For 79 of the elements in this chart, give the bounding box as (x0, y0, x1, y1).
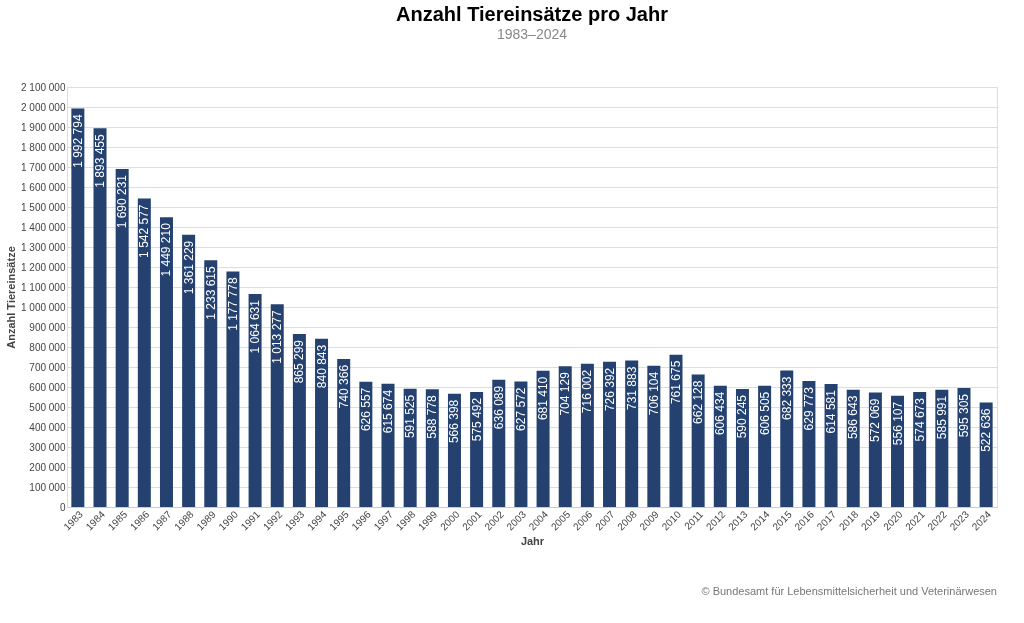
data-label: 662 128 (691, 380, 706, 424)
y-tick-label: 1 100 000 (21, 281, 66, 293)
data-label: 1 449 210 (159, 222, 174, 277)
data-label: 636 089 (491, 385, 506, 430)
chart-title: Anzahl Tiereinsätze pro Jahr (396, 3, 669, 25)
bar (248, 294, 262, 507)
data-label: 522 636 (979, 408, 994, 452)
y-tick-label: 1 600 000 (21, 181, 66, 193)
text: © Bundesamt für Lebensmittelsicherheit und Veterinärwesen (701, 585, 997, 597)
data-label: 566 398 (447, 399, 462, 444)
data-label: 682 333 (779, 376, 794, 420)
bar (182, 234, 196, 507)
y-tick-label: 200 000 (29, 461, 66, 473)
y-axis-title: Anzahl Tiereinsätze (5, 246, 18, 349)
bar (159, 217, 173, 507)
data-label: 1 013 277 (270, 310, 285, 364)
data-label: 591 525 (403, 394, 418, 439)
y-tick-label: 800 000 (29, 341, 66, 353)
data-label: 627 572 (513, 387, 528, 431)
data-label: 1 690 231 (115, 174, 130, 229)
y-tick-label: 1 000 000 (21, 301, 66, 313)
y-tick-label: 1 400 000 (21, 221, 66, 233)
y-tick-label: 2 100 000 (21, 81, 66, 93)
data-label: 1 361 229 (181, 240, 196, 295)
data-label: 731 883 (624, 366, 639, 411)
data-label: 716 002 (580, 369, 595, 414)
data-label: 726 392 (602, 367, 617, 412)
bar (93, 128, 107, 507)
data-label: 704 129 (558, 371, 573, 416)
y-tick-label: 2 000 000 (21, 101, 66, 113)
data-label: 614 581 (824, 389, 839, 434)
y-tick-label: 1 300 000 (21, 241, 66, 253)
data-label: 840 843 (314, 344, 329, 389)
data-label: 1 177 778 (225, 277, 240, 331)
y-tick-label: 100 000 (29, 481, 66, 493)
data-label: 595 305 (956, 393, 971, 438)
data-label: 1 064 631 (248, 299, 263, 354)
y-tick-label: 1 900 000 (21, 121, 66, 133)
data-label: 588 778 (425, 394, 440, 439)
bar (270, 304, 284, 507)
data-label: 761 675 (669, 360, 683, 405)
data-label: 615 674 (381, 389, 395, 434)
bar (137, 198, 151, 507)
data-label: 556 107 (890, 401, 905, 446)
y-tick-label: 1 500 000 (21, 201, 66, 213)
data-label: 740 366 (336, 364, 351, 409)
data-label: 1 992 794 (70, 114, 85, 168)
data-label: 1 893 455 (93, 133, 108, 188)
data-label: 626 557 (358, 387, 373, 432)
bar (204, 260, 218, 507)
data-label: 572 069 (868, 398, 883, 442)
y-tick-label: 1 200 000 (21, 261, 66, 273)
y-tick-label: 300 000 (29, 441, 66, 453)
y-tick-label: 400 000 (29, 421, 66, 433)
y-tick-label: 1 700 000 (21, 161, 66, 173)
data-label: 706 104 (646, 371, 661, 416)
data-label: 585 991 (934, 395, 949, 440)
y-tick-label: 0 (59, 501, 66, 513)
data-label: 681 410 (536, 376, 551, 421)
data-label: 1 542 577 (137, 204, 152, 258)
y-tick-label: 500 000 (29, 401, 66, 413)
data-label: 1 233 615 (203, 265, 218, 320)
data-label: 865 299 (292, 339, 307, 384)
data-label: 586 643 (846, 395, 861, 440)
data-label: 606 505 (757, 391, 772, 436)
bar (115, 168, 129, 507)
chart-subtitle: 1983–2024 (496, 26, 568, 42)
data-label: 574 673 (912, 397, 927, 442)
data-label: 575 492 (469, 397, 484, 442)
y-tick-label: 600 000 (29, 381, 66, 393)
data-label: 629 773 (801, 386, 816, 431)
y-tick-label: 1 800 000 (21, 141, 66, 153)
y-tick-label: 900 000 (29, 321, 66, 333)
data-label: 590 245 (735, 394, 750, 439)
y-tick-label: 700 000 (29, 361, 66, 373)
x-axis-title: Jahr (520, 535, 545, 548)
bar (71, 108, 85, 507)
bar (226, 271, 240, 507)
data-label: 606 434 (713, 391, 728, 436)
